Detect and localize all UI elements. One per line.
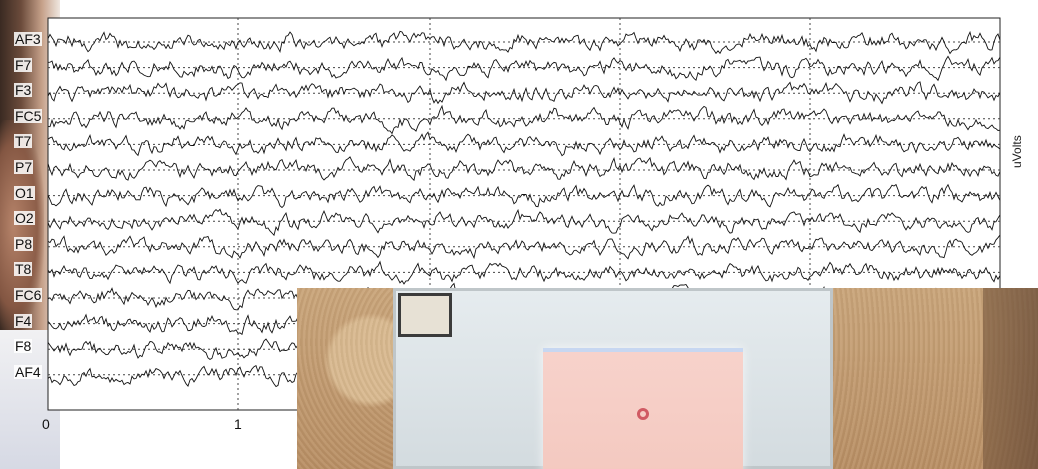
eeg-trace-o1 — [47, 183, 1001, 209]
eeg-trace-p8 — [47, 234, 1001, 260]
whiteboard — [393, 288, 833, 469]
eeg-trace-f7 — [47, 55, 1001, 82]
channel-label-t7: T7 — [14, 133, 33, 150]
channel-label-f8: F8 — [14, 338, 33, 355]
door-edge — [983, 288, 1038, 469]
channel-label-f7: F7 — [14, 56, 33, 73]
eeg-trace-fc5 — [47, 104, 1001, 135]
wall-frame — [398, 293, 452, 337]
photo-inset — [297, 288, 1038, 469]
x-tick-0: 0 — [42, 416, 50, 432]
eeg-trace-f3 — [47, 81, 1001, 105]
y-axis-label: uVolts — [1010, 135, 1024, 168]
eeg-trace-t8 — [47, 260, 1001, 285]
channel-label-af3: AF3 — [14, 31, 42, 47]
eeg-trace-o2 — [47, 208, 1001, 237]
projected-stimulus — [543, 348, 743, 469]
eeg-trace-p7 — [47, 156, 1001, 182]
target-circle — [637, 408, 649, 420]
channel-label-f4: F4 — [14, 312, 33, 329]
channel-label-fc5: FC5 — [14, 107, 43, 124]
x-tick-1: 1 — [234, 416, 242, 432]
eeg-trace-t7 — [47, 131, 1001, 157]
channel-label-o2: O2 — [14, 210, 35, 227]
channel-label-p7: P7 — [14, 159, 34, 175]
eeg-trace-af3 — [47, 30, 1001, 55]
channel-label-t8: T8 — [14, 261, 33, 278]
channel-label-af4: AF4 — [14, 363, 42, 380]
channel-label-fc6: FC6 — [14, 287, 43, 303]
channel-label-f3: F3 — [14, 82, 33, 99]
channel-label-o1: O1 — [14, 184, 35, 201]
channel-label-p8: P8 — [14, 235, 34, 252]
